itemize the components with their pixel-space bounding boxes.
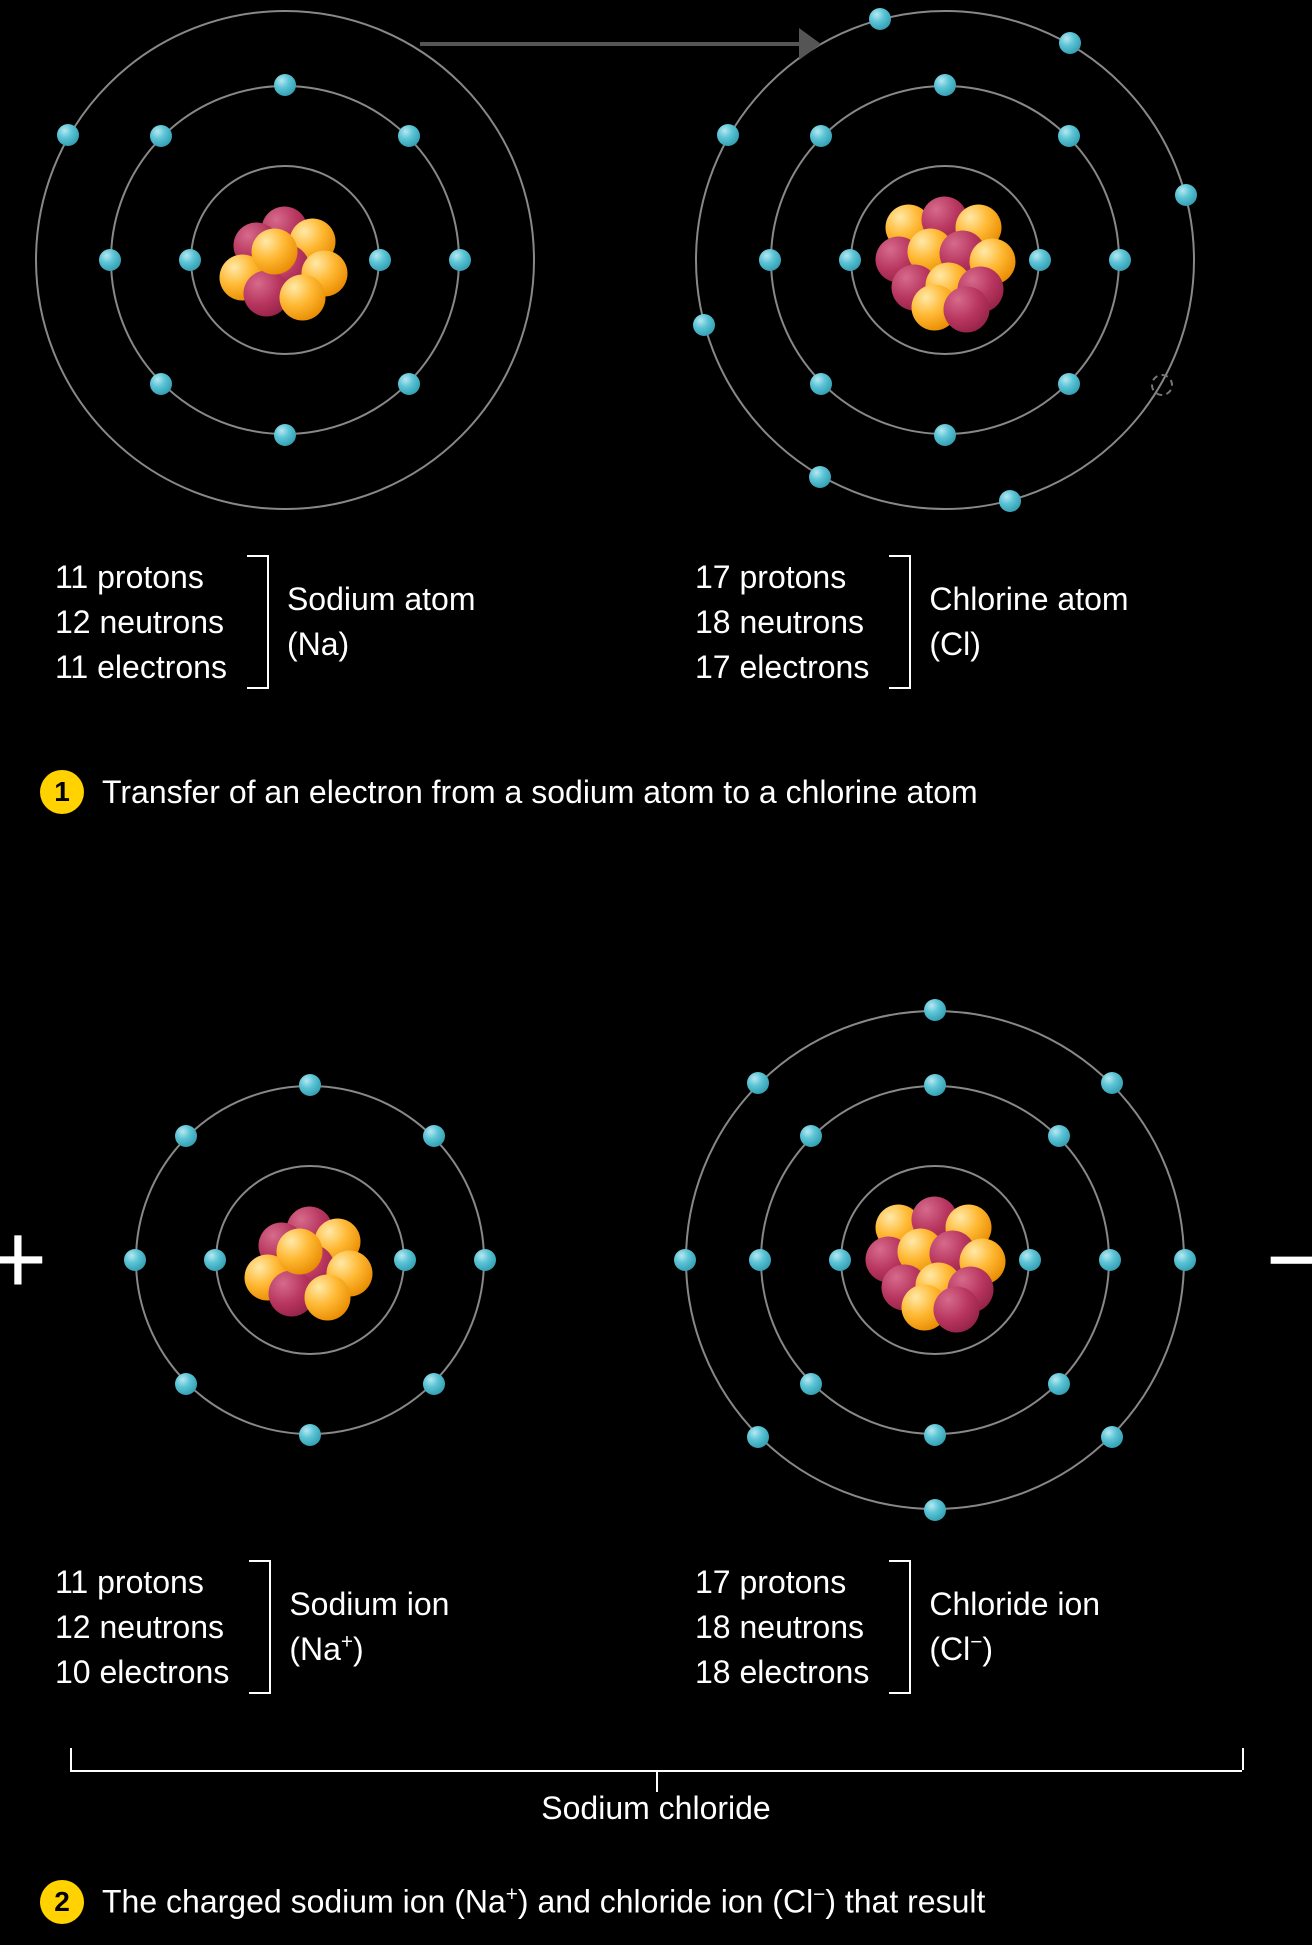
electron: [749, 1249, 771, 1271]
electron: [800, 1125, 822, 1147]
minus-charge-icon: −: [1266, 1203, 1312, 1318]
electron: [1048, 1125, 1070, 1147]
cl-ion-label: Chloride ion (Cl−): [929, 1582, 1129, 1672]
cl-ion-protons: 17 protons: [695, 1560, 869, 1605]
electron: [829, 1249, 851, 1271]
electron: [924, 1499, 946, 1521]
step-badge-2: 2: [40, 1880, 84, 1924]
electron: [1101, 1072, 1123, 1094]
cl-ion-electrons: 18 electrons: [695, 1650, 869, 1695]
nucleus: [935, 1260, 936, 1261]
electron: [924, 999, 946, 1021]
step-2-text: The charged sodium ion (Na+) and chlorid…: [102, 1883, 985, 1921]
compound-label: Sodium chloride: [541, 1790, 770, 1827]
chloride-ion-info: 17 protons 18 neutrons 18 electrons Chlo…: [695, 1560, 1129, 1694]
electron: [1101, 1426, 1123, 1448]
cl-ion-neutrons: 18 neutrons: [695, 1605, 869, 1650]
neutron: [934, 1287, 980, 1333]
electron: [924, 1074, 946, 1096]
electron: [1048, 1373, 1070, 1395]
electron: [747, 1072, 769, 1094]
electron: [924, 1424, 946, 1446]
electron: [800, 1373, 822, 1395]
electron: [1099, 1249, 1121, 1271]
electron: [747, 1426, 769, 1448]
electron: [1019, 1249, 1041, 1271]
electron: [674, 1249, 696, 1271]
bracket-icon: [889, 1560, 911, 1694]
step-2: 2 The charged sodium ion (Na+) and chlor…: [40, 1880, 1282, 1924]
electron: [1174, 1249, 1196, 1271]
